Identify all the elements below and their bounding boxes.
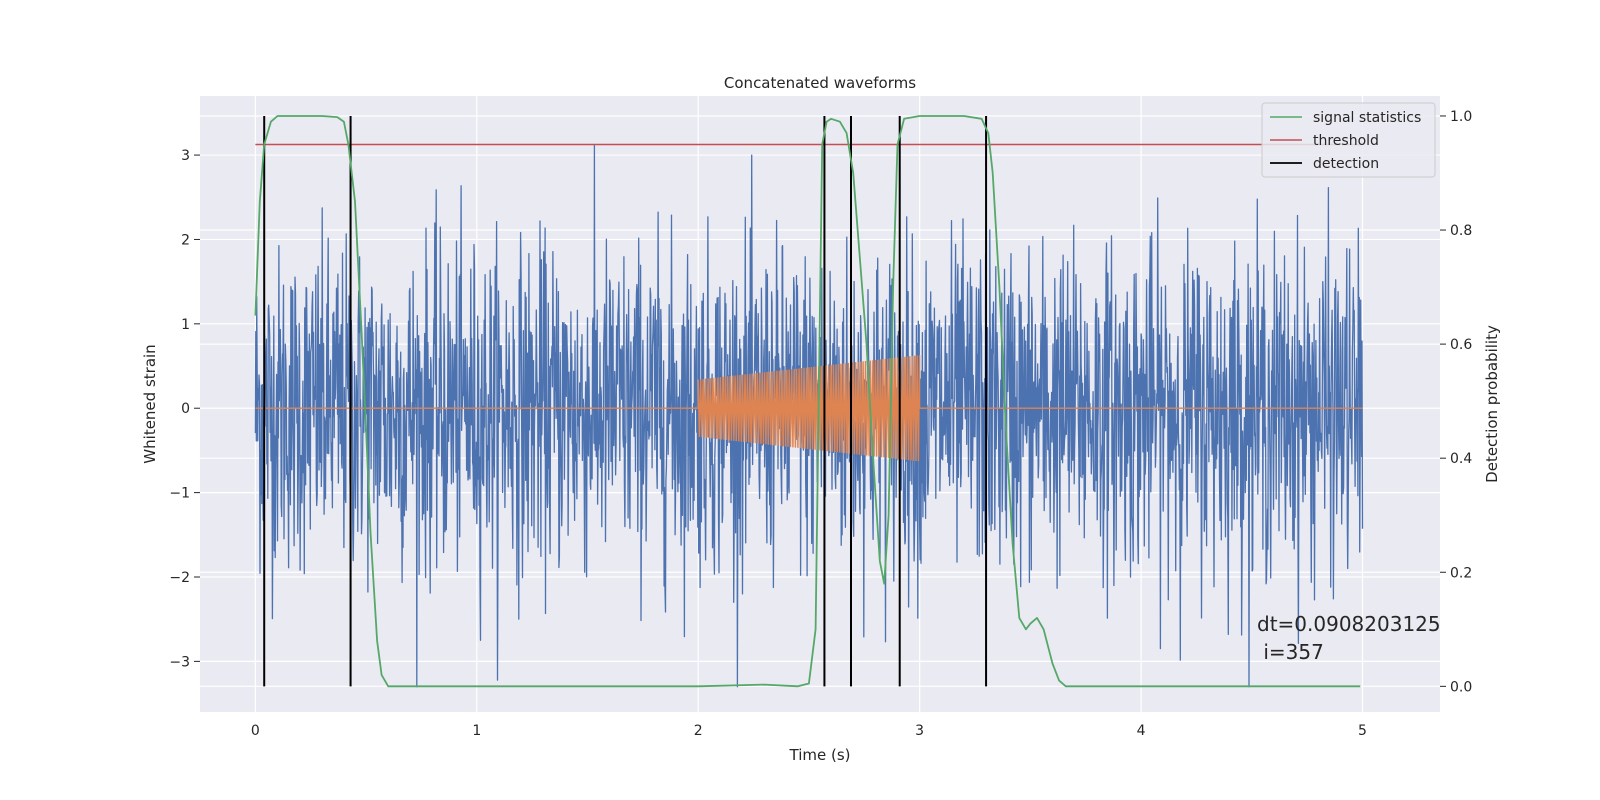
y-tick-label: 2 <box>181 232 190 248</box>
legend-label-signal-statistics: signal statistics <box>1313 110 1421 126</box>
y2-tick-label: 0.0 <box>1450 679 1472 695</box>
x-axis-label: Time (s) <box>789 746 851 764</box>
x-tick-label: 0 <box>251 723 260 739</box>
y2-tick-label: 0.8 <box>1450 223 1472 239</box>
legend-label-detection: detection <box>1313 156 1379 172</box>
y-axis-label: Whitened strain <box>141 344 159 463</box>
y2-axis-label: Detection probability <box>1483 325 1501 483</box>
y2-tick-label: 0.6 <box>1450 337 1472 353</box>
chart-title: Concatenated waveforms <box>724 74 916 92</box>
x-tick-label: 3 <box>915 723 924 739</box>
y2-tick-label: 0.4 <box>1450 451 1472 467</box>
injection-line <box>255 355 1363 462</box>
x-tick-label: 5 <box>1358 723 1367 739</box>
legend-box <box>1261 102 1436 178</box>
annotation-index: i=357 <box>1257 640 1324 664</box>
y-tick-label: −1 <box>169 486 190 502</box>
strain-line <box>254 145 1364 688</box>
y-tick-label: 1 <box>181 317 190 333</box>
axis-ticks: 0 1 2 3 4 5 −3 −2 −1 0 1 2 3 0.0 0.2 0.4 0.6 0.8 1.0 <box>169 109 1472 739</box>
y2-tick-label: 0.2 <box>1450 565 1472 581</box>
x-tick-label: 4 <box>1137 723 1146 739</box>
x-tick-label: 2 <box>694 723 703 739</box>
y2-tick-label: 1.0 <box>1450 109 1472 125</box>
y-tick-label: 0 <box>181 401 190 417</box>
injection-series <box>255 355 1363 462</box>
signal-statistics-series <box>254 115 1361 688</box>
annotation-dt: dt=0.0908203125 <box>1257 612 1441 636</box>
y-tick-label: −3 <box>169 654 190 670</box>
x-tick-label: 1 <box>472 723 481 739</box>
detection-series <box>263 115 988 687</box>
legend-label-threshold: threshold <box>1313 133 1379 149</box>
y-tick-label: −2 <box>169 570 190 586</box>
y-tick-label: 3 <box>181 148 190 164</box>
strain-series <box>254 145 1364 688</box>
legend: signal statistics threshold detection <box>1261 102 1436 178</box>
signal-statistics-line <box>254 115 1361 688</box>
